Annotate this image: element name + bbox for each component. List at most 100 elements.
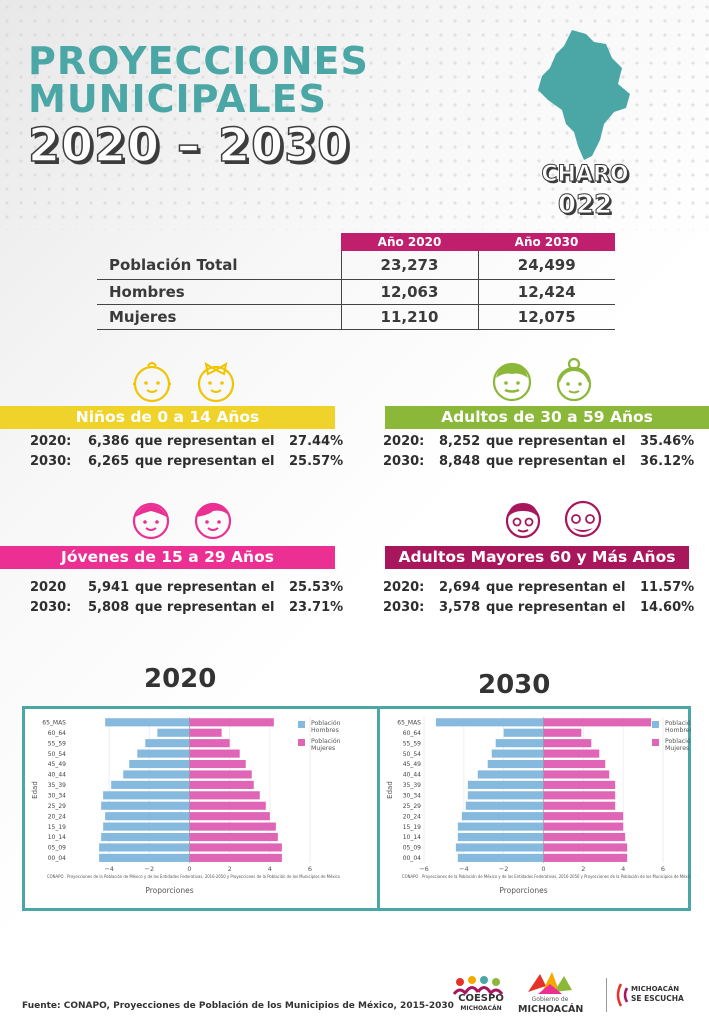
adult-man-icon	[492, 362, 532, 402]
table-header-2030: Año 2030	[478, 233, 615, 251]
mayores-stat-2020: 2020: 2,694 que representan el 11.57%	[383, 580, 695, 595]
legend-label: Mujeres	[311, 745, 335, 752]
y-tick-label: 10_14	[48, 834, 66, 841]
adultos-title-bar: Adultos de 30 a 59 Años	[385, 406, 709, 429]
pyramid-bar	[543, 832, 626, 842]
pyramid-bar	[189, 770, 252, 779]
x-tick-label: 6	[308, 865, 312, 873]
pyramid-bar	[467, 791, 544, 800]
gobierno-logo-text: MICHOACÁN	[518, 1004, 584, 1015]
pyramid-bar	[189, 791, 260, 800]
table-row: Población Total 23,273 24,499	[97, 251, 615, 280]
y-tick-label: 15_19	[48, 824, 66, 831]
chart-note: CONAPO . Proyecciones de la Población de…	[402, 873, 691, 880]
pyramid-bar	[99, 853, 190, 862]
pyramid-bar	[189, 759, 246, 769]
chart-title-2030: 2030	[478, 670, 551, 700]
pyramid-bar	[189, 843, 282, 852]
row-value-2020: 11,210	[340, 304, 478, 330]
adultos-icons	[489, 356, 597, 404]
population-table: Año 2020 Año 2030 Población Total 23,273…	[97, 233, 615, 330]
pyramid-bar	[543, 770, 610, 779]
pyramid-bar	[543, 739, 592, 748]
gobierno-logo-top: Gobierno de	[531, 996, 569, 1003]
title-line-1: PROYECCIONES	[28, 39, 369, 83]
gobierno-mark-icon	[528, 972, 572, 994]
x-tick-label: 6	[661, 865, 665, 873]
sound-waves-icon	[616, 983, 629, 1007]
municipality-code: 022	[557, 190, 613, 221]
x-axis-label: Proporciones	[499, 886, 547, 895]
gobierno-logo: Gobierno de MICHOACÁN	[518, 970, 584, 1020]
pyramid-bar	[503, 728, 544, 737]
table-header-2020: Año 2020	[341, 233, 478, 251]
y-tick-label: 45_49	[48, 761, 66, 768]
pyramid-bar	[543, 801, 616, 810]
pyramid-bar	[105, 718, 190, 727]
x-tick-label: −4	[104, 865, 114, 873]
legend-label: Hombres	[665, 727, 691, 734]
jovenes-stat-2030: 2030: 5,808 que representan el 23.71%	[30, 600, 344, 615]
pyramid-bar	[101, 801, 190, 810]
row-value-2030: 12,424	[477, 279, 615, 305]
pyramid-bar	[189, 853, 282, 862]
y-tick-label: 15_19	[403, 824, 421, 831]
row-value-2020: 12,063	[340, 279, 478, 305]
x-tick-label: 0	[187, 865, 191, 873]
adult-woman-icon	[556, 357, 592, 402]
pyramid-bar	[455, 843, 544, 852]
young-boy-icon	[194, 502, 232, 540]
table-header-row: Año 2020 Año 2030	[97, 233, 615, 251]
se-escucha-logo: MICHOACÁN SE ESCUCHA	[606, 978, 706, 1012]
chart-note: CONAPO . Proyecciones de la Población de…	[47, 873, 340, 880]
y-axis-label: Edad	[386, 781, 394, 799]
pyramid-bar	[543, 843, 628, 852]
y-tick-label: 60_64	[48, 730, 66, 737]
pyramid-bar	[543, 718, 652, 727]
pyramid-bar	[543, 812, 624, 821]
pyramid-bar	[111, 780, 190, 789]
legend-swatch	[298, 721, 305, 728]
pyramid-bar	[137, 749, 190, 758]
y-tick-label: 40_44	[403, 772, 421, 779]
pyramid-bar	[189, 822, 276, 831]
row-label: Mujeres	[97, 304, 341, 330]
pyramid-bar	[189, 812, 270, 821]
pyramid-bar	[189, 739, 230, 748]
y-tick-label: 35_39	[403, 782, 421, 789]
y-tick-label: 20_24	[403, 813, 421, 820]
pyramid-bar	[99, 843, 190, 852]
pyramid-bar	[543, 749, 600, 758]
pyramid-bar	[103, 791, 190, 800]
y-tick-label: 60_64	[403, 730, 421, 737]
pyramid-bar	[543, 728, 582, 737]
mayores-stat-2030: 2030: 3,578 que representan el 14.60%	[383, 600, 695, 615]
y-tick-label: 00_04	[48, 855, 66, 862]
y-tick-label: 55_59	[48, 740, 66, 747]
table-row: Hombres 12,063 12,424	[97, 279, 615, 305]
pyramid-bar	[189, 728, 222, 737]
pyramid-bar	[435, 718, 544, 727]
title-line-3: 2020 – 2030	[27, 118, 351, 172]
x-tick-label: −2	[499, 865, 509, 873]
row-value-2020: 23,273	[340, 251, 478, 280]
pyramid-bar	[457, 832, 544, 842]
x-tick-label: 2	[228, 865, 232, 873]
y-tick-label: 05_09	[48, 845, 66, 852]
y-tick-label: 30_34	[403, 793, 421, 800]
legend-label: Hombres	[311, 727, 339, 734]
y-tick-label: 25_29	[403, 803, 421, 810]
se-escucha-text: SE ESCUCHA	[631, 994, 684, 1003]
legend-label: Población	[311, 719, 341, 727]
y-tick-label: 00_04	[403, 855, 421, 862]
pyramid-bar	[487, 759, 544, 769]
pyramid-bar	[543, 759, 606, 769]
pyramid-bar	[123, 770, 190, 779]
row-label: Hombres	[97, 279, 341, 305]
coespo-logo: COESPO MICHOACÁN	[452, 974, 510, 1018]
y-tick-label: 10_14	[403, 834, 421, 841]
table-header-empty	[97, 233, 341, 251]
ninos-stat-2030: 2030: 6,265 que representan el 25.57%	[30, 454, 344, 469]
pyramid-bar	[103, 822, 190, 831]
table-row: Mujeres 11,210 12,075	[97, 304, 615, 330]
